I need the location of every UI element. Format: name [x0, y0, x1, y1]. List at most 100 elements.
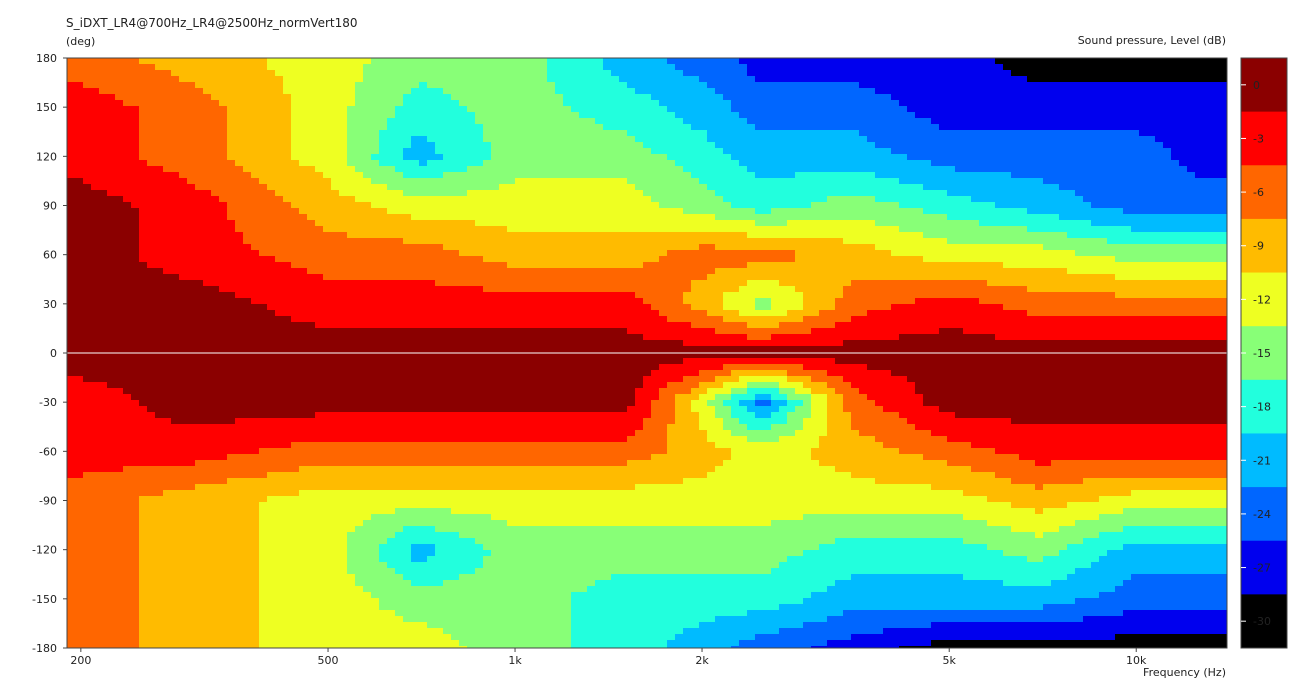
contour-cell: [571, 154, 580, 161]
contour-cell: [955, 172, 964, 179]
contour-cell: [1107, 196, 1116, 203]
contour-cell: [523, 76, 532, 83]
contour-cell: [915, 94, 924, 101]
contour-cell: [923, 118, 932, 125]
contour-cell: [995, 178, 1004, 185]
contour-cell: [723, 88, 732, 95]
contour-cell: [347, 70, 356, 77]
contour-cell: [1099, 154, 1108, 161]
contour-cell: [1035, 214, 1044, 221]
contour-cell: [1043, 214, 1052, 221]
contour-cell: [211, 256, 220, 263]
contour-cell: [859, 106, 868, 113]
contour-cell: [1035, 196, 1044, 203]
contour-cell: [131, 154, 140, 161]
contour-cell: [187, 130, 196, 137]
contour-cell: [131, 112, 140, 119]
contour-cell: [611, 100, 620, 107]
contour-cell: [787, 250, 796, 257]
contour-cell: [635, 202, 644, 209]
contour-cell: [971, 178, 980, 185]
contour-cell: [507, 166, 516, 173]
contour-cell: [339, 196, 348, 203]
contour-cell: [795, 250, 804, 257]
contour-cell: [1211, 100, 1220, 107]
contour-cell: [547, 58, 556, 65]
contour-cell: [755, 76, 764, 83]
contour-cell: [643, 220, 652, 227]
contour-cell: [1163, 58, 1172, 65]
contour-cell: [883, 70, 892, 77]
contour-cell: [451, 214, 460, 221]
contour-cell: [971, 172, 980, 179]
contour-cell: [147, 232, 156, 239]
contour-cell: [387, 148, 396, 155]
contour-cell: [283, 94, 292, 101]
contour-cell: [459, 160, 468, 167]
contour-cell: [123, 178, 132, 185]
contour-cell: [1219, 190, 1227, 197]
contour-cell: [251, 232, 260, 239]
contour-cell: [883, 202, 892, 209]
contour-cell: [883, 76, 892, 83]
contour-cell: [283, 70, 292, 77]
contour-cell: [1003, 196, 1012, 203]
contour-cell: [771, 172, 780, 179]
contour-cell: [395, 112, 404, 119]
contour-cell: [1187, 178, 1196, 185]
contour-cell: [411, 208, 420, 215]
contour-cell: [707, 220, 716, 227]
contour-cell: [163, 124, 172, 131]
contour-cell: [67, 124, 76, 131]
contour-cell: [315, 64, 324, 71]
contour-cell: [675, 154, 684, 161]
contour-cell: [403, 262, 412, 269]
contour-cell: [1211, 196, 1220, 203]
contour-cell: [123, 58, 132, 65]
contour-cell: [1211, 190, 1220, 197]
contour-cell: [971, 88, 980, 95]
contour-cell: [179, 250, 188, 257]
contour-cell: [923, 100, 932, 107]
contour-cell: [291, 178, 300, 185]
contour-cell: [403, 220, 412, 227]
contour-cell: [363, 118, 372, 125]
contour-cell: [843, 196, 852, 203]
contour-cell: [123, 232, 132, 239]
contour-cell: [395, 202, 404, 209]
contour-cell: [771, 256, 780, 263]
contour-cell: [571, 208, 580, 215]
contour-cell: [291, 232, 300, 239]
contour-cell: [723, 226, 732, 233]
contour-cell: [371, 160, 380, 167]
contour-cell: [907, 202, 916, 209]
contour-cell: [203, 82, 212, 89]
contour-cell: [779, 232, 788, 239]
contour-cell: [1187, 214, 1196, 221]
contour-cell: [691, 184, 700, 191]
contour-cell: [299, 166, 308, 173]
contour-cell: [963, 94, 972, 101]
contour-cell: [267, 238, 276, 245]
contour-cell: [707, 88, 716, 95]
contour-cell: [899, 256, 908, 263]
contour-cell: [235, 184, 244, 191]
contour-cell: [315, 256, 324, 263]
contour-cell: [555, 226, 564, 233]
contour-cell: [99, 256, 108, 263]
contour-cell: [603, 82, 612, 89]
contour-cell: [875, 244, 884, 251]
contour-cell: [1067, 154, 1076, 161]
contour-cell: [1099, 160, 1108, 167]
contour-cell: [515, 208, 524, 215]
contour-cell: [643, 172, 652, 179]
contour-cell: [1099, 250, 1108, 257]
contour-cell: [427, 256, 436, 263]
contour-cell: [931, 124, 940, 131]
contour-cell: [387, 226, 396, 233]
contour-cell: [363, 106, 372, 113]
contour-cell: [451, 106, 460, 113]
contour-cell: [83, 232, 92, 239]
contour-cell: [115, 244, 124, 251]
contour-cell: [499, 82, 508, 89]
